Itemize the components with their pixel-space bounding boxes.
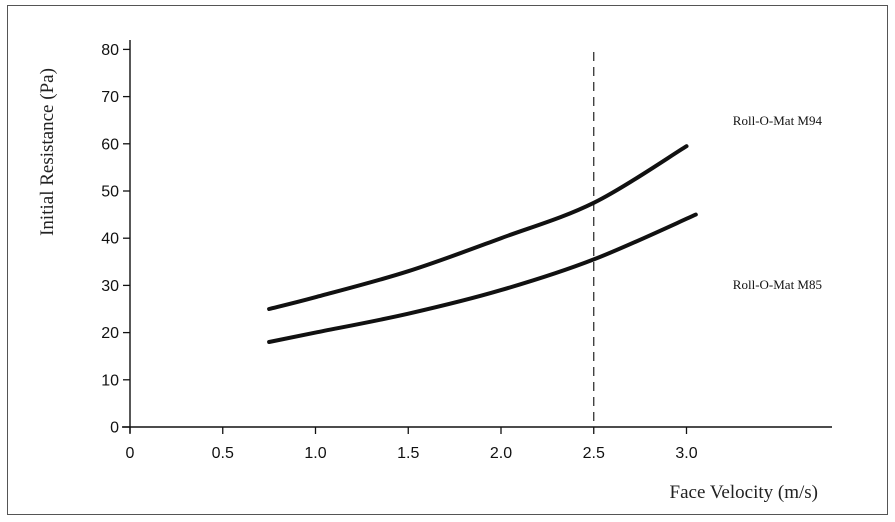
- series-group: Roll-O-Mat M94 Roll-O-Mat M85: [267, 113, 823, 344]
- y-axis-title-group: Initial Resistance (Pa): [37, 68, 58, 236]
- y-tick-label: 10: [101, 372, 119, 389]
- series-line-2: [267, 212, 698, 344]
- x-tick-label: 2.0: [490, 445, 512, 462]
- chart-frame: [7, 5, 888, 515]
- x-tick-label: 1.5: [397, 445, 419, 462]
- x-axis-title: Face Velocity (m/s): [670, 482, 818, 503]
- y-tick-label: 30: [101, 278, 119, 295]
- y-tick-label: 0: [110, 420, 119, 437]
- series-line-1: [267, 144, 689, 311]
- y-tick-label: 60: [101, 136, 119, 153]
- y-axis-title: Initial Resistance (Pa): [37, 68, 58, 236]
- y-tick-label: 20: [101, 325, 119, 342]
- x-tick-label: 2.5: [583, 445, 605, 462]
- series-label-2: Roll-O-Mat M85: [733, 277, 822, 292]
- y-tick-label: 40: [101, 231, 119, 248]
- y-tick-label: 80: [101, 42, 119, 59]
- series-label-1: Roll-O-Mat M94: [733, 113, 823, 128]
- x-tick-label: 1.0: [304, 445, 326, 462]
- x-tick-label: 0: [126, 445, 135, 462]
- x-tick-label: 0.5: [212, 445, 234, 462]
- y-tick-label: 70: [101, 89, 119, 106]
- y-tick-label: 50: [101, 184, 119, 201]
- ticks-group: 0 10 20 30 40 50 60 70 80 0 0.5 1.0 1.5 2.0 2.5 3.0: [101, 42, 698, 462]
- x-tick-label: 3.0: [675, 445, 697, 462]
